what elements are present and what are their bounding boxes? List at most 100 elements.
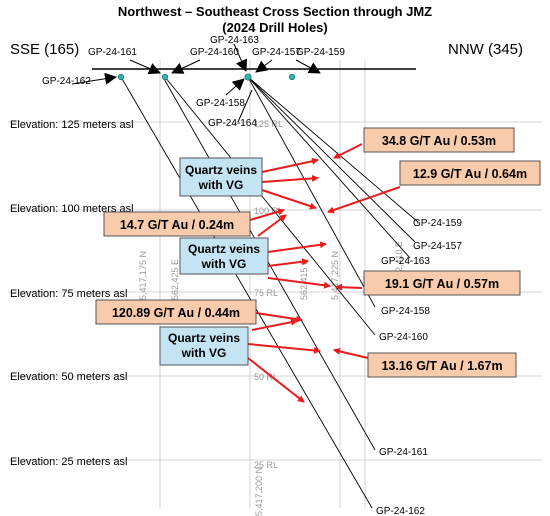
assay-box: 14.7 G/T Au / 0.24m: [103, 211, 251, 237]
collar-arrow: [171, 59, 201, 74]
elevation-labels: Elevation: 125 meters asl Elevation: 100…: [10, 119, 134, 468]
assay-label: 13.16 G/T Au / 1.67m: [381, 359, 502, 373]
elevation-label: Elevation: 50 meters asl: [10, 371, 127, 383]
assay-label: 120.89 G/T Au / 0.44m: [112, 306, 240, 320]
hole-label: GP-24-158: [196, 98, 245, 109]
hole-label: GP-24-159: [413, 218, 462, 229]
collar-labels: GP-24-161 GP-24-160 GP-24-163 GP-24-157 …: [42, 35, 345, 129]
hole-label: GP-24-163: [381, 256, 430, 267]
red-arrow: [333, 347, 369, 359]
grid-label: 100 RL: [254, 206, 283, 216]
red-arrow: [257, 214, 287, 237]
red-arrow: [249, 208, 285, 221]
grid-label: 50 RL: [254, 372, 278, 382]
grid-labels: 125 RL 100 RL 75 RL 50 RL 25 RL 5,417,17…: [138, 119, 404, 516]
trace-gp-24-160: [164, 76, 376, 336]
collar-arrow: [295, 59, 321, 74]
hole-label: GP-24-157: [252, 47, 301, 58]
red-arrow: [267, 277, 331, 289]
red-arrow: [247, 357, 305, 403]
red-arrow: [251, 318, 298, 331]
assay-box: 13.16 G/T Au / 1.67m: [367, 352, 517, 378]
collar-arrow: [237, 89, 253, 123]
collar-dot: [161, 73, 169, 81]
assay-box: 120.89 G/T Au / 0.44m: [95, 299, 257, 325]
collar-dots: [117, 73, 296, 81]
vg-label: with VG: [201, 257, 247, 271]
red-arrows: [247, 143, 401, 403]
grid-label: 562,425 E: [170, 259, 180, 300]
elevation-label: Elevation: 100 meters asl: [10, 203, 134, 215]
grid-label: 562,410 E: [394, 241, 404, 282]
hole-label: GP-24-162: [42, 76, 91, 87]
trace-gp-24-157: [247, 76, 416, 243]
assay-label: 34.8 G/T Au / 0.53m: [382, 134, 496, 148]
trace-gp-24-159: [247, 76, 419, 223]
collar-arrow: [233, 43, 248, 72]
vg-label: with VG: [198, 178, 244, 192]
vg-label: Quartz veins: [168, 331, 240, 345]
elevation-label: Elevation: 125 meters asl: [10, 119, 134, 131]
title-line-2: (2024 Drill Holes): [222, 20, 328, 35]
trace-gp-24-161: [162, 76, 376, 451]
assay-box: 34.8 G/T Au / 0.53m: [363, 127, 515, 153]
red-arrow: [261, 157, 319, 173]
grid-label: 5,417,175 N: [138, 251, 148, 300]
collar-dot: [244, 73, 252, 81]
hole-label: GP-24-161: [379, 447, 428, 458]
vg-box: Quartz veins with VG: [159, 326, 249, 366]
trace-gp-24-158: [247, 76, 376, 308]
collar-arrow: [129, 59, 161, 75]
assay-label: 12.9 G/T Au / 0.64m: [413, 167, 527, 181]
red-arrow: [255, 312, 303, 323]
red-arrow: [261, 189, 317, 210]
grid-label: 5,417,225 N: [330, 251, 340, 300]
trace-gp-24-162: [120, 76, 373, 509]
red-arrow: [335, 283, 363, 291]
vg-label: with VG: [181, 346, 227, 360]
red-arrow: [261, 174, 319, 183]
red-arrow: [267, 258, 309, 267]
vg-box: Quartz veins with VG: [179, 237, 269, 275]
hole-label: GP-24-163: [210, 35, 259, 46]
collar-arrow: [255, 59, 273, 73]
hole-label: GP-24-159: [296, 47, 345, 58]
vg-label: Quartz veins: [185, 163, 257, 177]
collar-arrow: [225, 78, 245, 96]
hole-label: GP-24-162: [376, 506, 425, 516]
hole-label: GP-24-157: [413, 241, 462, 252]
hole-end-labels: GP-24-159 GP-24-157 GP-24-163 GP-24-158 …: [376, 218, 462, 516]
grid-label: 5,417,200 N: [254, 467, 264, 516]
assay-label: 19.1 G/T Au / 0.57m: [385, 277, 499, 291]
red-arrow: [247, 343, 321, 354]
grid-label: 25 RL: [254, 460, 278, 470]
drill-hole-traces: [120, 76, 419, 509]
collar-arrow: [71, 72, 117, 85]
hole-label: GP-24-160: [190, 47, 239, 58]
grid-label: 125 RL: [254, 119, 283, 129]
hole-label: GP-24-161: [88, 47, 137, 58]
grid-label: 562,415 E: [299, 259, 309, 300]
direction-right: NNW (345): [448, 41, 523, 58]
collar-arrows: [71, 43, 321, 123]
title-line-1: Northwest – Southeast Cross Section thro…: [118, 4, 432, 19]
vg-box: Quartz veins with VG: [179, 157, 263, 197]
red-arrow: [333, 143, 363, 159]
collar-dot: [117, 73, 125, 81]
hole-label: GP-24-158: [381, 306, 430, 317]
assay-box: 19.1 G/T Au / 0.57m: [363, 270, 521, 296]
assay-box: 12.9 G/T Au / 0.64m: [399, 160, 541, 186]
vg-label: Quartz veins: [188, 242, 260, 256]
hole-label: GP-24-164: [208, 118, 257, 129]
red-arrow: [327, 186, 401, 214]
assay-label: 14.7 G/T Au / 0.24m: [120, 218, 234, 232]
grid-label: 75 RL: [254, 288, 278, 298]
direction-left: SSE (165): [10, 41, 79, 58]
trace-gp-24-163: [247, 76, 411, 259]
red-arrow: [267, 241, 327, 253]
elevation-label: Elevation: 25 meters asl: [10, 456, 127, 468]
collar-dot: [288, 73, 296, 81]
hole-label: GP-24-160: [379, 332, 428, 343]
elevation-label: Elevation: 75 meters asl: [10, 288, 127, 300]
